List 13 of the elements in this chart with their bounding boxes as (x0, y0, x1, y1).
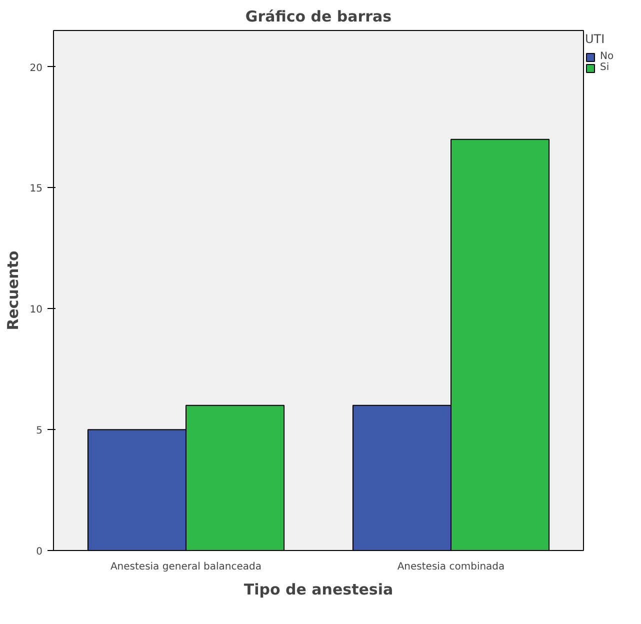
legend-label: No (600, 51, 615, 62)
y-tick-label: 5 (36, 426, 43, 437)
x-tick-label: Anestesia general balanceada (110, 562, 262, 572)
y-tick-label: 0 (36, 546, 43, 558)
legend-title: UTI (585, 32, 606, 46)
y-axis-title: Recuento (4, 250, 22, 330)
y-tick-label: 20 (30, 62, 43, 74)
y-tick-label: 10 (30, 304, 43, 316)
x-axis-title: Tipo de anestesia (244, 580, 394, 598)
y-tick-label: 15 (30, 184, 43, 195)
chart-title: Gráfico de barras (245, 8, 392, 26)
legend-label: Si (600, 62, 610, 73)
x-tick-label: Anestesia combinada (397, 562, 505, 572)
